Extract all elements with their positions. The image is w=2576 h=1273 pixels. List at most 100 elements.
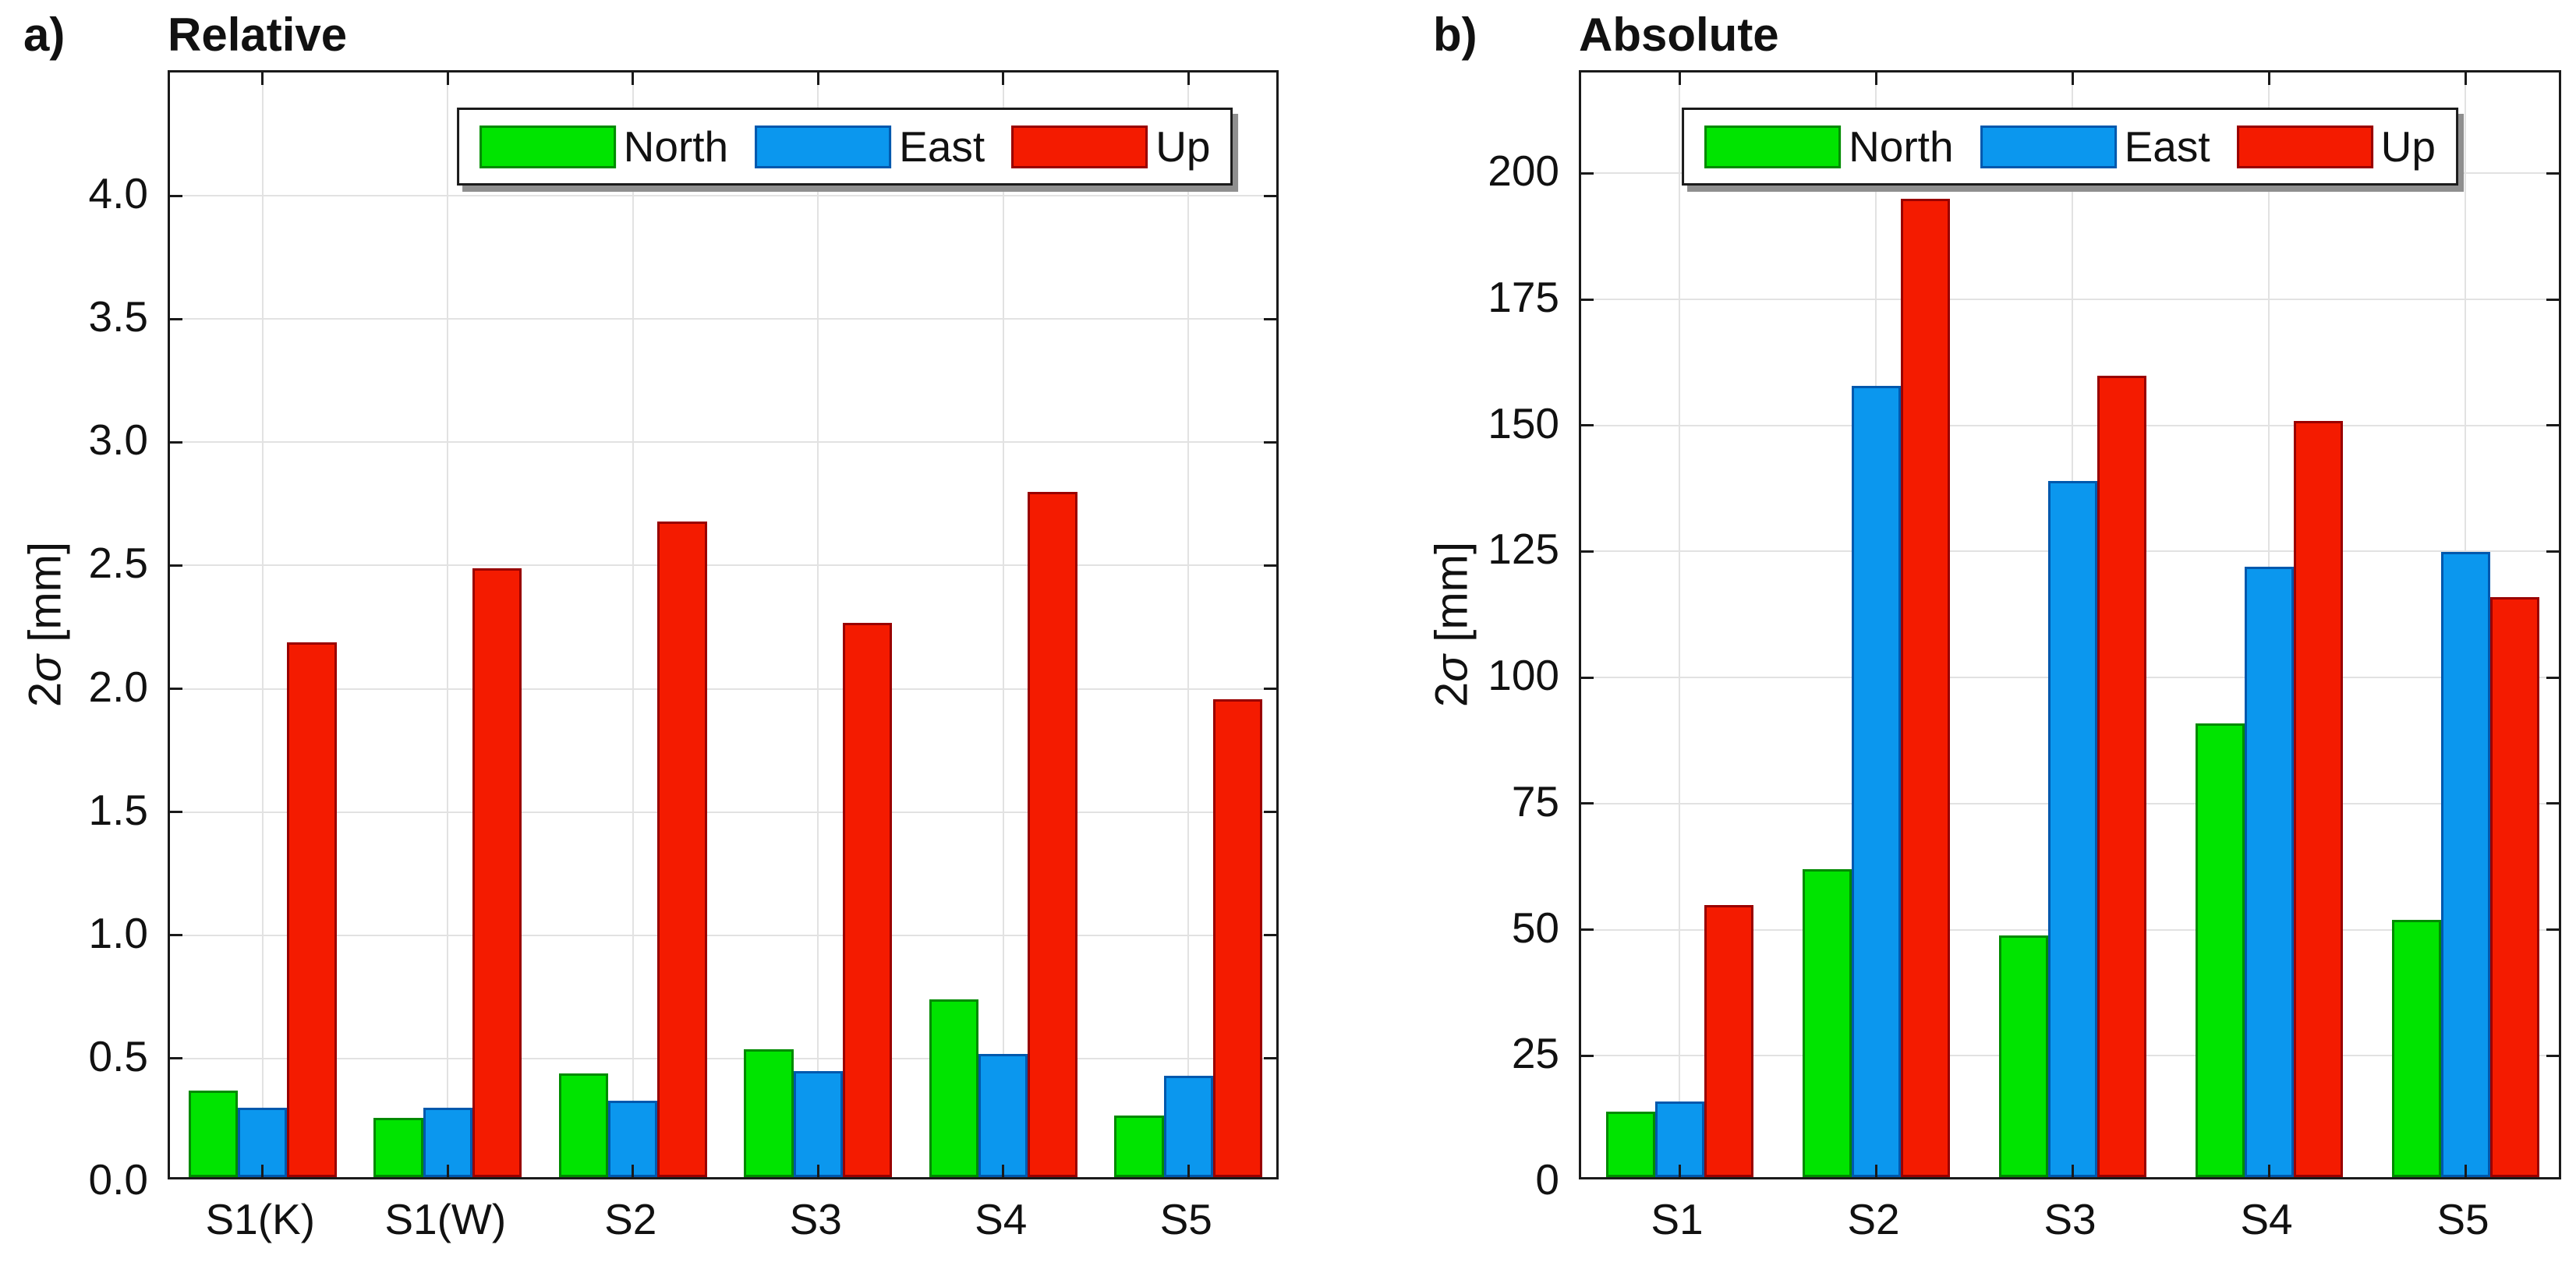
y-tick-mark: [1264, 317, 1276, 320]
legend: North East Up: [456, 108, 1233, 186]
y-tick-mark: [170, 317, 182, 320]
legend-swatch-east: [755, 125, 892, 168]
legend-label-east: East: [2124, 122, 2210, 171]
y-tick-mark: [2546, 298, 2559, 301]
bar-east-s3: [793, 1071, 843, 1177]
y-tick-mark: [1264, 440, 1276, 444]
x-tick-mark: [632, 72, 635, 85]
x-tick-label: S5: [2436, 1195, 2489, 1243]
bar-east-s5: [1163, 1076, 1213, 1177]
plot-area-absolute: North East Up: [1579, 70, 2561, 1179]
y-tick-mark: [1264, 194, 1276, 197]
bar-east-s2: [1851, 385, 1901, 1177]
x-tick-label: S1(W): [384, 1195, 507, 1243]
legend-item-north: North: [479, 122, 728, 172]
x-tick-label: S1: [1651, 1195, 1704, 1243]
bar-east-s4: [2244, 567, 2294, 1177]
bar-north-s1: [1605, 1111, 1655, 1177]
y-tick-label: 3.0: [88, 415, 148, 465]
x-gridline: [1187, 72, 1190, 1177]
y-tick-mark: [170, 811, 182, 814]
x-tick-mark: [2267, 72, 2270, 85]
x-gridline: [447, 72, 449, 1177]
bar-north-s3: [744, 1048, 794, 1177]
y-gridline: [170, 1057, 1276, 1059]
bar-north-s5: [1114, 1115, 1164, 1177]
x-tick-label: S2: [1847, 1195, 1900, 1243]
bar-north-s2: [1802, 869, 1852, 1177]
x-tick-mark: [446, 1165, 449, 1177]
y-gridline: [170, 688, 1276, 690]
y-tick-label: 50: [1511, 903, 1559, 952]
legend-label-up: Up: [2380, 122, 2436, 171]
x-tick-mark: [1002, 72, 1005, 85]
y-tick-mark: [1581, 550, 1594, 553]
legend-label-east: East: [899, 122, 985, 171]
bar-north-s1(w): [373, 1118, 423, 1177]
y-tick-label: 2.5: [88, 539, 148, 588]
y-gridline: [170, 195, 1276, 197]
bar-north-s2: [558, 1073, 609, 1177]
y-gridline: [170, 318, 1276, 320]
y-tick-label: 1.5: [88, 785, 148, 834]
x-tick-label: S4: [975, 1195, 1028, 1243]
legend-swatch-up: [1011, 125, 1148, 168]
x-tick-mark: [816, 72, 819, 85]
bar-up-s3: [2097, 375, 2146, 1177]
y-tick-mark: [2546, 172, 2559, 175]
y-tick-label: 125: [1488, 525, 1559, 574]
x-tick-mark: [446, 72, 449, 85]
x-tick-mark: [1874, 72, 1877, 85]
x-gridline: [632, 72, 634, 1177]
x-gridline: [817, 72, 819, 1177]
y-tick-mark: [1581, 298, 1594, 301]
x-tick-mark: [1002, 1165, 1005, 1177]
x-tick-mark: [816, 1165, 819, 1177]
x-gridline: [261, 72, 264, 1177]
y-tick-mark: [2546, 1054, 2559, 1057]
x-tick-mark: [1678, 72, 1681, 85]
x-tick-mark: [632, 1165, 635, 1177]
y-gridline: [170, 564, 1276, 567]
x-tick-label: S1(K): [205, 1195, 316, 1243]
bar-up-s3: [842, 622, 893, 1177]
y-tick-mark: [1264, 934, 1276, 937]
y-tick-mark: [170, 194, 182, 197]
bar-up-s1(k): [287, 642, 337, 1177]
bar-up-s5: [2489, 597, 2539, 1177]
x-tick-label: S2: [604, 1195, 657, 1243]
y-tick-mark: [1264, 564, 1276, 567]
y-tick-mark: [170, 440, 182, 444]
x-tick-mark: [261, 1165, 264, 1177]
y-gridline: [170, 934, 1276, 936]
bar-up-s5: [1212, 698, 1263, 1177]
y-tick-mark: [1581, 172, 1594, 175]
y-tick-label: 75: [1511, 776, 1559, 826]
bar-east-s1(w): [423, 1108, 472, 1177]
y-tick-mark: [1581, 802, 1594, 805]
legend-swatch-east: [1980, 125, 2117, 168]
bar-north-s1(k): [188, 1091, 239, 1177]
y-tick-mark: [2546, 676, 2559, 679]
bar-up-s2: [657, 521, 707, 1177]
x-tick-mark: [1874, 1165, 1877, 1177]
y-tick-label: 200: [1488, 147, 1559, 196]
legend-item-up: Up: [1011, 122, 1211, 172]
chart-title-relative: Relative: [168, 9, 348, 61]
y-tick-mark: [1581, 1054, 1594, 1057]
bar-up-s4: [2293, 420, 2343, 1177]
y-tick-mark: [1581, 676, 1594, 679]
y-tick-mark: [1264, 811, 1276, 814]
x-tick-mark: [1187, 1165, 1190, 1177]
legend-swatch-north: [1704, 125, 1842, 168]
y-tick-mark: [1264, 1057, 1276, 1060]
panel-label-a: a): [23, 9, 65, 61]
x-gridline: [1679, 72, 1680, 1177]
legend-item-north: North: [1704, 122, 1954, 172]
bar-up-s2: [1900, 199, 1950, 1177]
x-tick-label: S5: [1159, 1195, 1212, 1243]
y-tick-mark: [1581, 928, 1594, 932]
bar-east-s4: [978, 1053, 1028, 1177]
bar-east-s3: [2047, 481, 2097, 1177]
y-tick-mark: [2546, 550, 2559, 553]
